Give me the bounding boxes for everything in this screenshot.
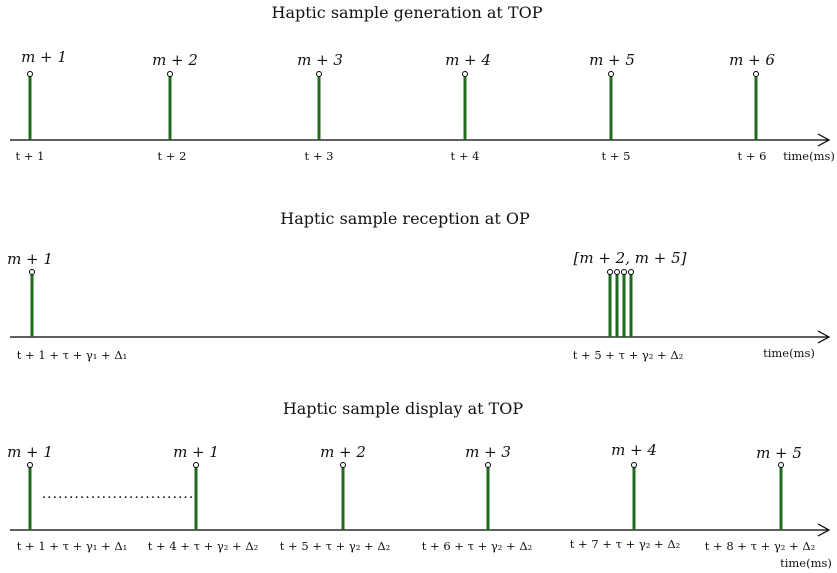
panel3-sample-6: m + 5 [756, 444, 802, 530]
panel3-title: Haptic sample display at TOP [283, 399, 524, 418]
sample-label: m + 3 [465, 443, 511, 461]
panel3-sample-3: m + 2 [320, 443, 366, 530]
panel1-sample-1: m + 1 [21, 48, 67, 140]
sample-label: m + 1 [7, 443, 53, 461]
panel1-tick-label: t + 5 [602, 149, 631, 163]
sample-label: m + 1 [7, 250, 53, 268]
stem-head [29, 269, 35, 275]
stem-head [193, 462, 199, 468]
panel2-tick-label: t + 1 + τ + γ₁ + Δ₁ [17, 348, 128, 362]
sample-label: [m + 2, m + 5] [574, 249, 687, 267]
panel3-sample-5: m + 4 [611, 441, 657, 530]
panel1-sample-5: m + 5 [589, 51, 635, 140]
stem-head [753, 71, 759, 77]
sample-label: m + 3 [297, 51, 343, 69]
stem-head [778, 462, 784, 468]
panel3-axis-arrowhead [817, 523, 831, 537]
panel3-sample-2: m + 1 [173, 443, 219, 530]
panel1-sample-6: m + 6 [729, 51, 775, 140]
panel1-tick-label: t + 4 [451, 149, 480, 163]
sample-label: m + 2 [320, 443, 366, 461]
panel3-tick-label: t + 7 + τ + γ₂ + Δ₂ [570, 537, 681, 551]
stem-head [607, 269, 613, 275]
stem-head [628, 269, 634, 275]
panel1-tick-label: t + 2 [158, 149, 187, 163]
stem-head [167, 71, 173, 77]
panel3-tick-label: t + 5 + τ + γ₂ + Δ₂ [280, 539, 391, 553]
panel1-sample-3: m + 3 [297, 51, 343, 140]
panel3-axis-label: time(ms) [780, 556, 832, 570]
panel3-sample-1: m + 1 [7, 443, 53, 530]
stem-head [27, 71, 33, 77]
sample-label: m + 4 [611, 441, 657, 459]
stem-head [340, 462, 346, 468]
panel2-sample-1: m + 1 [7, 250, 53, 337]
stem-head [621, 269, 627, 275]
panel1-tick-label: t + 1 [16, 149, 45, 163]
panel3-gap-dots: ............................ [42, 486, 195, 502]
sample-label: m + 4 [445, 51, 491, 69]
panel2-sample-burst: [m + 2, m + 5] [574, 249, 687, 337]
panel1-sample-2: m + 2 [152, 51, 198, 140]
panel3-tick-label: t + 6 + τ + γ₂ + Δ₂ [422, 539, 533, 553]
sample-label: m + 2 [152, 51, 198, 69]
stem-head [608, 71, 614, 77]
stem-head [631, 462, 637, 468]
stem-head [27, 462, 33, 468]
panel1-axis-arrowhead [817, 133, 831, 147]
sample-label: m + 5 [589, 51, 635, 69]
panel1-sample-4: m + 4 [445, 51, 491, 140]
panel2-tick-label: t + 5 + τ + γ₂ + Δ₂ [573, 348, 684, 362]
sample-label: m + 5 [756, 444, 802, 462]
panel3-tick-label: t + 4 + τ + γ₂ + Δ₂ [148, 539, 259, 553]
sample-label: m + 6 [729, 51, 775, 69]
panel2-axis-arrowhead [817, 330, 831, 344]
panel3-tick-label: t + 1 + τ + γ₁ + Δ₁ [17, 539, 128, 553]
panel1-axis-label: time(ms) [783, 149, 835, 163]
panel2-axis-label: time(ms) [763, 346, 815, 360]
panel1-tick-label: t + 3 [305, 149, 334, 163]
sample-label: m + 1 [173, 443, 219, 461]
sample-label: m + 1 [21, 48, 67, 66]
stem-head [614, 269, 620, 275]
stem-head [485, 462, 491, 468]
panel3-tick-label: t + 8 + τ + γ₂ + Δ₂ [705, 539, 816, 553]
stem-head [462, 71, 468, 77]
panel2-title: Haptic sample reception at OP [280, 209, 530, 228]
panel1-title: Haptic sample generation at TOP [271, 3, 542, 22]
panel1-tick-label: t + 6 [738, 149, 767, 163]
panel3-sample-4: m + 3 [465, 443, 511, 530]
stem-head [316, 71, 322, 77]
